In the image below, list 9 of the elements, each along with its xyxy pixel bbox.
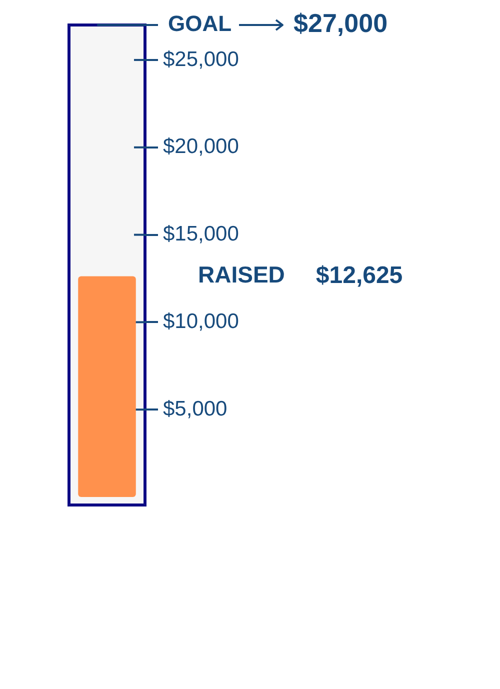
text: $27,000 [294, 8, 388, 38]
text: RAISED [198, 262, 285, 288]
y-tick-label: $20,000 [163, 135, 239, 158]
y-tick-label: $25,000 [163, 48, 239, 71]
y-tick-label: $5,000 [163, 397, 228, 420]
y-tick-label: $10,000 [163, 310, 239, 333]
y-tick-label: $15,000 [163, 222, 239, 246]
text: $12,625 [316, 262, 403, 289]
ref-line-label: GOAL [168, 11, 232, 36]
